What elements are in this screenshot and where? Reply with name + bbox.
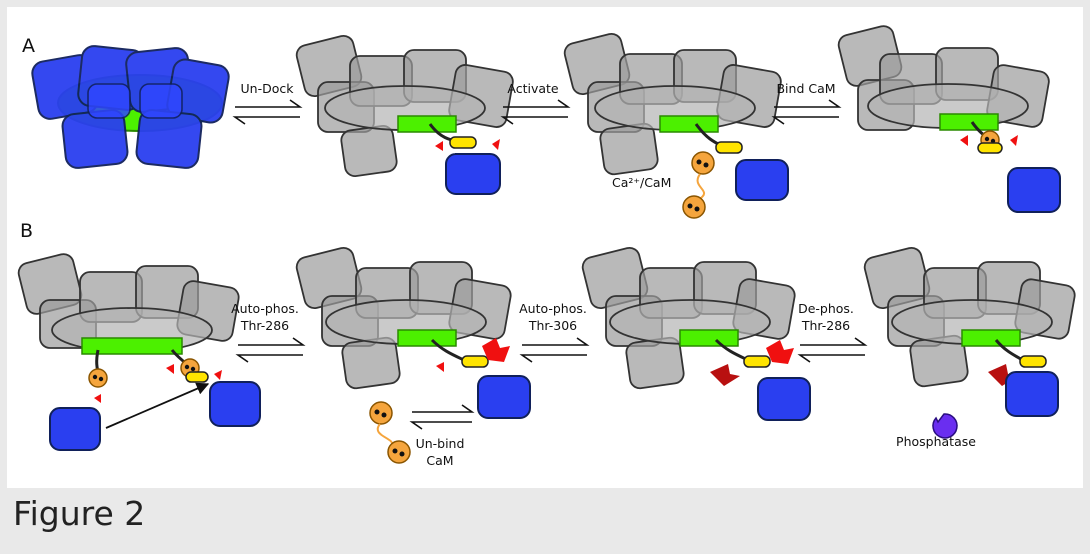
docked-holoenzyme: [31, 45, 230, 169]
step-label-undock: Un-Dock: [241, 81, 295, 96]
phosphatase-icon: [932, 413, 958, 439]
inter-subunit-phosphorylation: [17, 253, 261, 451]
dephosphorylated-holoenzyme: [863, 246, 1076, 417]
step-label-autophos-286-line1: Auto-phos.: [231, 301, 299, 316]
calmodulin-released: [369, 401, 411, 464]
equilibrium-arrow-autophos-306: Auto-phos. Thr-306: [519, 301, 590, 363]
thr286-phosphorylated-holoenzyme: [295, 246, 531, 419]
equilibrium-arrow-bind-cam: Bind CaM: [771, 81, 842, 125]
panel-letter-b: B: [20, 220, 33, 242]
figure-artwork: A B Un-Dock: [17, 25, 1076, 468]
activated-holoenzyme: [563, 32, 789, 201]
ca-cam-label: Ca²⁺/CaM: [612, 175, 671, 190]
step-label-autophos-306-line1: Auto-phos.: [519, 301, 587, 316]
equilibrium-arrow-activate: Activate: [500, 81, 571, 125]
figure-panel: A B Un-Dock: [7, 7, 1083, 488]
unbind-cam-label-line2: CaM: [426, 453, 453, 468]
step-label-dephos-286-line1: De-phos.: [798, 301, 854, 316]
panel-letter-a: A: [22, 35, 35, 57]
phosphatase-label: Phosphatase: [896, 434, 976, 449]
undocked-holoenzyme: [295, 34, 514, 195]
equilibrium-arrow-unbind-cam: [409, 404, 475, 430]
step-label-bind-cam: Bind CaM: [776, 81, 835, 96]
equilibrium-arrow-autophos-286: Auto-phos. Thr-286: [231, 301, 306, 363]
step-label-dephos-286-line2: Thr-286: [801, 318, 850, 333]
equilibrium-arrow-dephos-286: De-phos. Thr-286: [797, 301, 868, 363]
step-label-autophos-306-line2: Thr-306: [528, 318, 577, 333]
step-label-activate: Activate: [507, 81, 559, 96]
cam-bound-holoenzyme: [837, 25, 1061, 213]
calmodulin-free: [682, 151, 715, 219]
unbind-cam-label-line1: Un-bind: [416, 436, 465, 451]
figure-caption: Figure 2: [13, 494, 146, 533]
thr306-phosphorylated-holoenzyme: [581, 246, 811, 421]
step-label-autophos-286-line2: Thr-286: [240, 318, 289, 333]
equilibrium-arrow-undock: Un-Dock: [232, 81, 303, 125]
